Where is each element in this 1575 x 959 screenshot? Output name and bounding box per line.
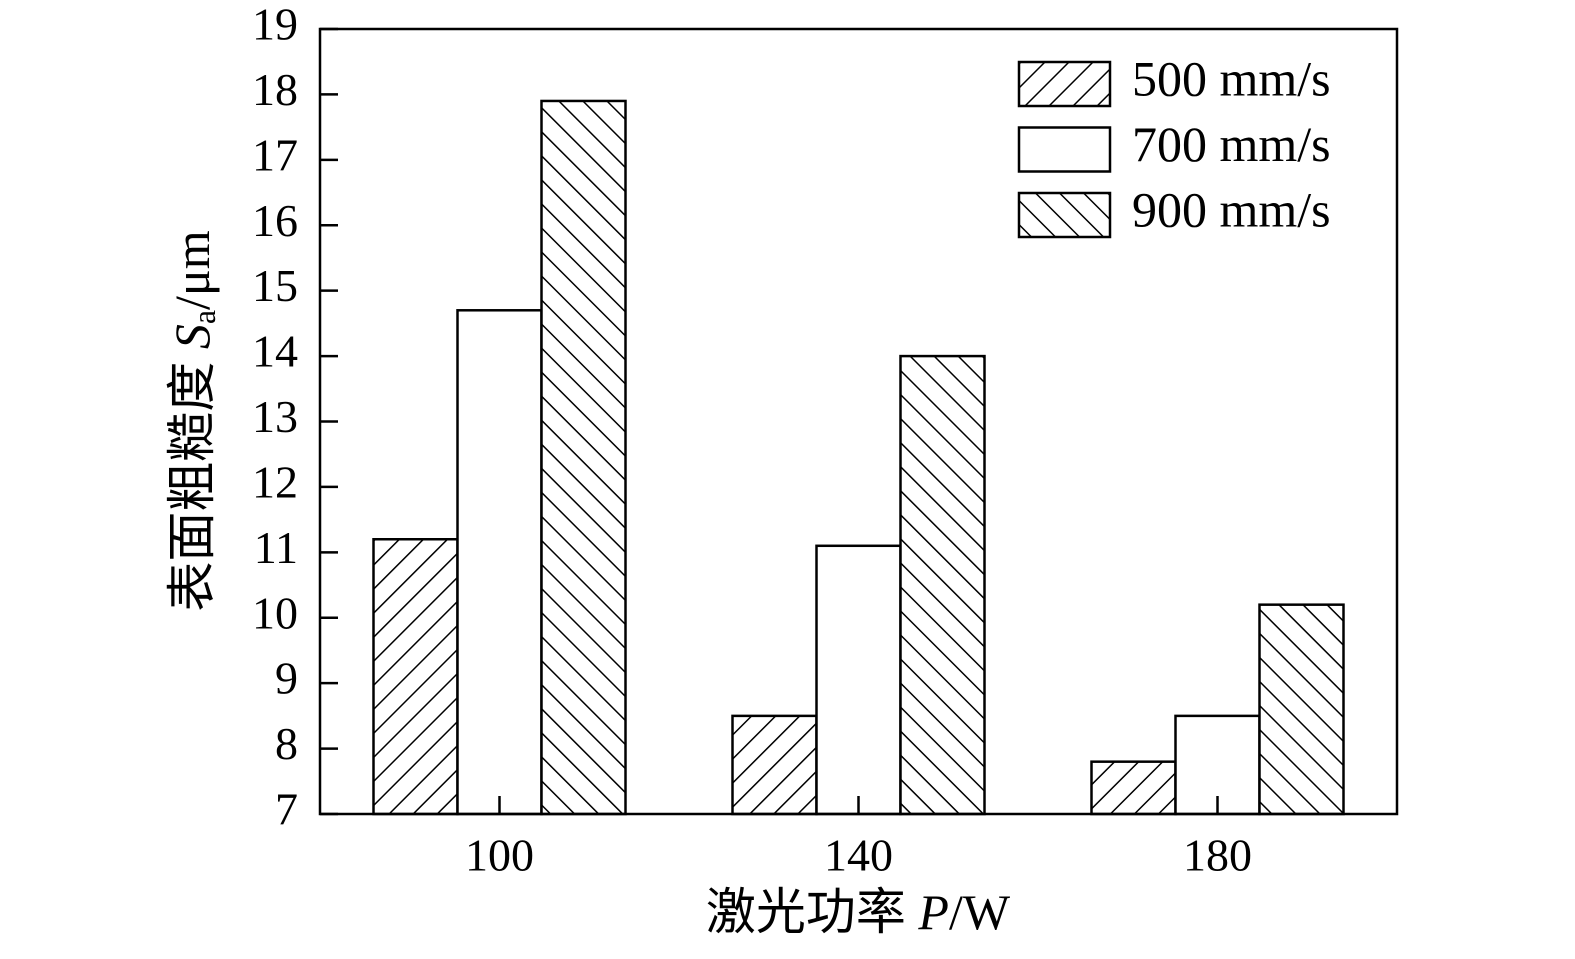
x-label-text: 激光功率 [706, 884, 919, 940]
y-tick-label: 15 [252, 260, 298, 311]
legend-swatch [1017, 191, 1112, 239]
x-tick-label: 140 [824, 830, 893, 881]
x-tick-label: 180 [1183, 830, 1252, 881]
bar [1258, 603, 1345, 816]
y-tick-label: 13 [252, 391, 298, 442]
bar [731, 714, 818, 816]
y-tick-label: 11 [254, 522, 298, 573]
bar [1090, 760, 1177, 816]
y-tick-label: 12 [252, 456, 298, 507]
bar [899, 354, 986, 816]
plot-frame [318, 27, 1399, 816]
x-axis-label: 激光功率 P/W [706, 884, 1011, 940]
y-label-text: 表面粗糙度 [164, 349, 220, 612]
x-tick-label: 100 [465, 830, 534, 881]
y-tick-label: 14 [252, 326, 298, 377]
y-label-subscript: a [186, 310, 222, 324]
y-tick-label: 18 [252, 64, 298, 115]
y-tick-label: 8 [275, 718, 298, 769]
y-tick-label: 16 [252, 195, 298, 246]
bar [372, 538, 459, 816]
x-label-unit: /W [949, 884, 1011, 940]
legend-label: 900 mm/s [1132, 181, 1331, 237]
x-label-symbol: P [917, 884, 949, 940]
y-tick-label: 19 [252, 0, 298, 50]
legend-swatch [1017, 60, 1112, 108]
y-label-unit: /μm [164, 230, 220, 310]
bar [456, 309, 543, 816]
bar [540, 99, 627, 816]
bar [815, 544, 902, 816]
y-tick-label: 9 [275, 653, 298, 704]
y-tick-label: 7 [275, 784, 298, 835]
y-tick-label: 17 [252, 129, 298, 180]
legend-label: 700 mm/s [1132, 116, 1331, 172]
y-label-symbol: S [164, 324, 220, 349]
y-axis-label: 表面粗糙度 Sa/μm [164, 230, 222, 611]
legend-label: 500 mm/s [1132, 50, 1331, 106]
y-tick-label: 10 [252, 587, 298, 638]
legend-swatch [1017, 126, 1112, 173]
